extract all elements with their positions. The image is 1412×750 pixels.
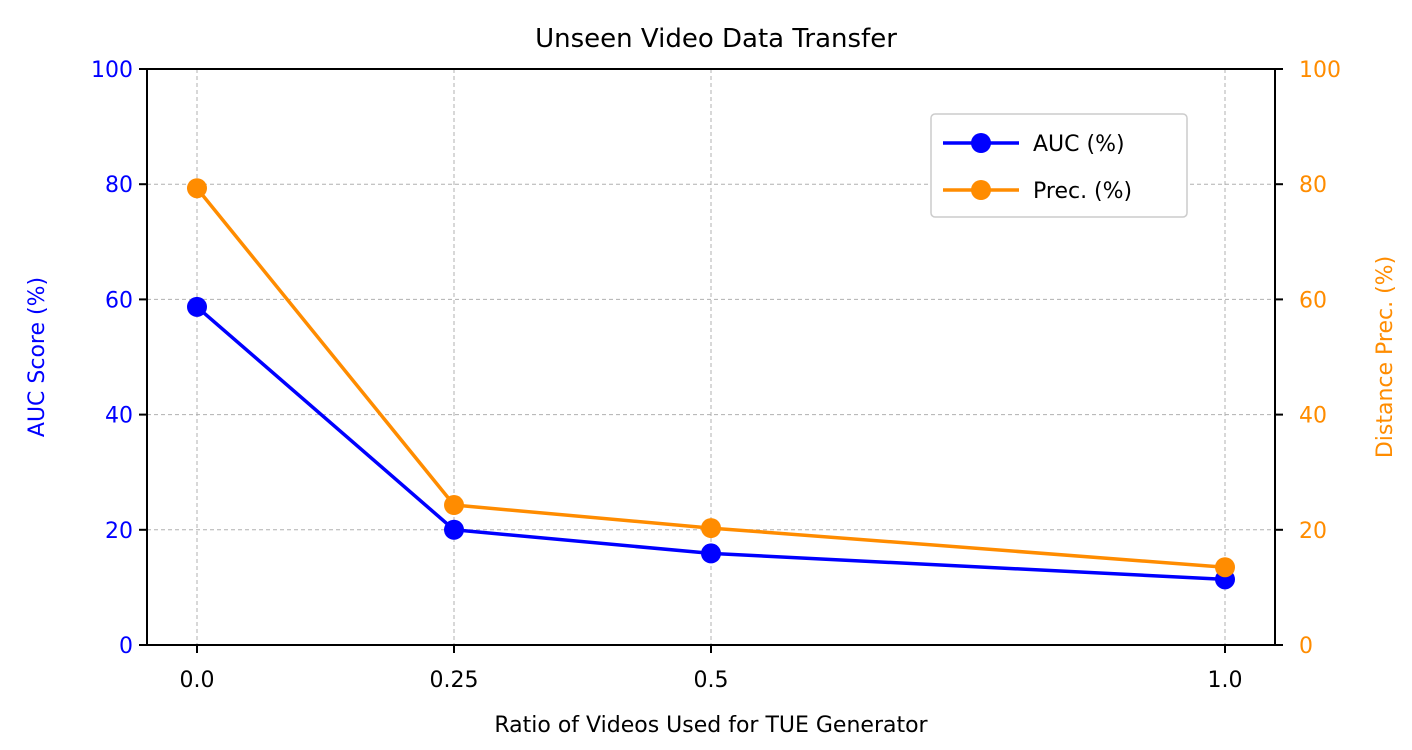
y-axis-right-label: Distance Prec. (%)	[1373, 256, 1398, 458]
data-point	[444, 495, 464, 516]
data-point	[444, 519, 464, 540]
series-line-2	[195, 187, 1226, 569]
y-left-tick-label: 20	[105, 519, 133, 544]
legend: AUC (%) Prec. (%)	[930, 113, 1188, 218]
data-point	[187, 178, 207, 199]
y-right-tick-label: 60	[1299, 288, 1327, 313]
y-left-tick-label: 100	[91, 58, 133, 83]
y-left-tick-label: 0	[119, 634, 133, 659]
data-point	[1215, 557, 1235, 578]
y-right-tick-label: 0	[1299, 634, 1313, 659]
x-tick-label: 0.0	[180, 668, 215, 693]
tick-layer: 0.0 0.25 0.5 1.0 0 20 40 60 80 100 0 20 40 60 80 100	[91, 58, 1341, 693]
y-right-tick-label: 20	[1299, 519, 1327, 544]
y-left-tick-label: 80	[105, 173, 133, 198]
chart-title: Unseen Video Data Transfer	[535, 24, 897, 54]
data-point	[187, 296, 207, 317]
series-line-1	[195, 305, 1226, 582]
legend-marker	[971, 133, 991, 153]
legend-marker	[971, 180, 991, 200]
x-tick-label: 0.25	[430, 668, 479, 693]
x-axis-label: Ratio of Videos Used for TUE Generator	[494, 713, 928, 738]
x-tick-label: 1.0	[1208, 668, 1243, 693]
data-point	[701, 543, 721, 564]
y-axis-left-label: AUC Score (%)	[25, 277, 50, 437]
x-tick-label: 0.5	[694, 668, 729, 693]
y-left-tick-label: 40	[105, 404, 133, 429]
data-point	[701, 518, 721, 539]
legend-label: AUC (%)	[1033, 132, 1125, 157]
y-right-tick-label: 40	[1299, 404, 1327, 429]
y-right-tick-label: 80	[1299, 173, 1327, 198]
y-left-tick-label: 60	[105, 288, 133, 313]
series-layer	[187, 178, 1235, 590]
y-right-tick-label: 100	[1299, 58, 1341, 83]
legend-label: Prec. (%)	[1033, 179, 1132, 204]
